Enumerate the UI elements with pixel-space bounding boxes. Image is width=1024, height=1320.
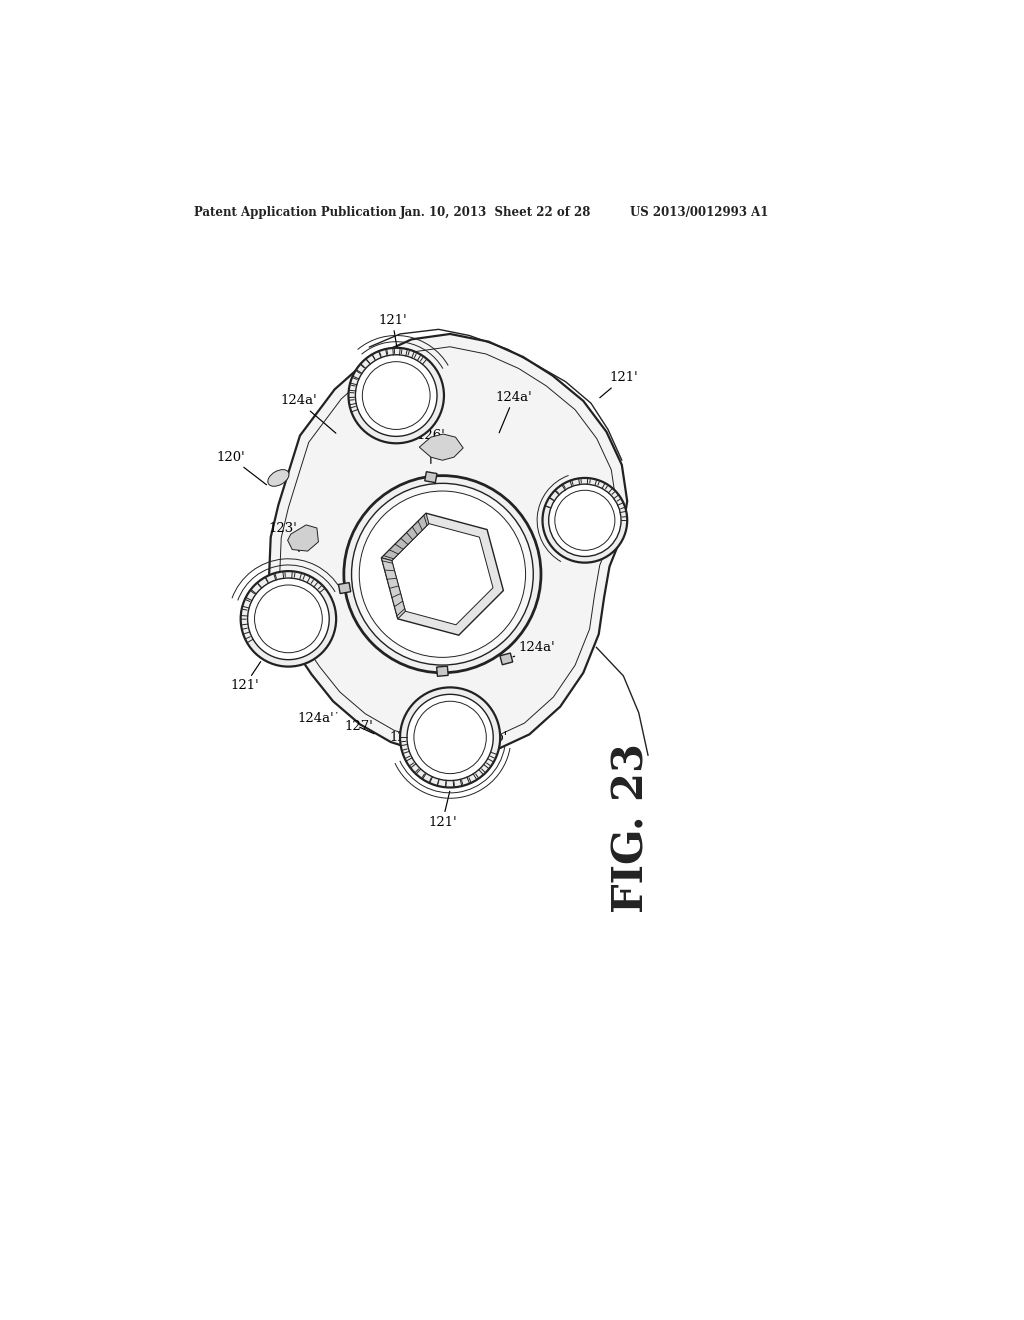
Polygon shape: [436, 667, 449, 676]
Circle shape: [359, 491, 525, 657]
Text: 124a': 124a': [297, 713, 337, 726]
Circle shape: [555, 490, 614, 550]
Polygon shape: [339, 582, 351, 594]
Polygon shape: [269, 334, 628, 755]
Circle shape: [400, 688, 500, 788]
Polygon shape: [381, 513, 429, 561]
Polygon shape: [425, 471, 437, 483]
Text: 121': 121': [428, 791, 457, 829]
Text: 124a': 124a': [513, 640, 555, 657]
Text: 120': 120': [216, 450, 266, 484]
Text: 127': 127': [344, 721, 374, 734]
Ellipse shape: [268, 470, 289, 486]
Text: 126b': 126b': [470, 731, 507, 744]
Circle shape: [355, 355, 437, 437]
Circle shape: [241, 572, 336, 667]
Circle shape: [362, 362, 430, 429]
Circle shape: [255, 585, 323, 653]
Text: 121': 121': [230, 661, 261, 693]
Text: 124a': 124a': [496, 391, 532, 433]
Text: 127a': 127a': [389, 731, 426, 744]
Text: 121': 121': [600, 371, 638, 397]
Text: 124a': 124a': [280, 395, 336, 433]
Circle shape: [407, 694, 494, 780]
Circle shape: [344, 475, 541, 673]
Circle shape: [248, 578, 330, 660]
Circle shape: [348, 348, 444, 444]
Text: 126b': 126b': [560, 496, 597, 515]
Polygon shape: [288, 525, 318, 552]
Text: FIG. 23: FIG. 23: [610, 743, 652, 913]
Circle shape: [414, 701, 486, 774]
Polygon shape: [381, 513, 504, 635]
Text: 125': 125': [551, 531, 580, 544]
Text: 123': 123': [268, 521, 299, 552]
Circle shape: [351, 483, 534, 665]
Text: 126a': 126a': [466, 554, 503, 572]
Circle shape: [543, 478, 628, 562]
Polygon shape: [500, 653, 513, 665]
Text: 121': 121': [378, 314, 407, 355]
Text: Jan. 10, 2013  Sheet 22 of 28: Jan. 10, 2013 Sheet 22 of 28: [400, 206, 592, 219]
Polygon shape: [419, 434, 463, 461]
Polygon shape: [392, 524, 493, 624]
Text: 126': 126': [417, 429, 445, 463]
Text: Patent Application Publication: Patent Application Publication: [194, 206, 396, 219]
Text: US 2013/0012993 A1: US 2013/0012993 A1: [630, 206, 768, 219]
Text: 127b': 127b': [388, 558, 425, 573]
Polygon shape: [381, 558, 406, 619]
Circle shape: [549, 484, 621, 557]
